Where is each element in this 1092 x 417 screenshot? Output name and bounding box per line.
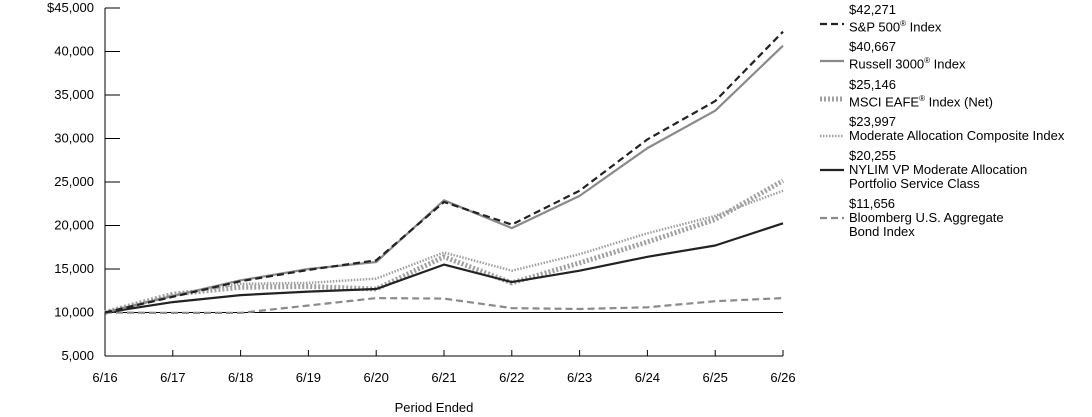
y-tick-label: $45,000 [47,0,94,15]
series-line-6 [104,297,784,314]
legend-swatch [820,22,844,26]
legend-value: $25,146 [849,76,896,92]
series-line-1 [104,30,784,314]
series-line-5 [104,222,784,314]
x-tick-label: 6/16 [92,370,117,385]
x-tick-label: 6/21 [431,370,456,385]
registered-mark: ® [900,19,906,28]
y-tick-label: 40,000 [54,44,94,59]
series-line-2 [104,44,784,314]
registered-mark: ® [924,56,931,66]
legend-swatch [820,96,844,102]
legend-item: $23,997 Moderate Allocation Composite Ind… [820,113,1092,143]
legend-swatch [820,134,844,138]
legend-swatch [820,168,844,172]
chart-legend: $42,271 S&P 500® Index $40,667 Russell 3000… [820,3,1092,245]
legend-item: $40,667 Russell 3000® Index [820,40,1092,71]
y-tick-label: 15,000 [54,261,94,276]
x-tick-label: 6/18 [228,370,253,385]
x-tick-label: 6/20 [364,370,389,385]
x-tick-label: 6/23 [567,370,592,385]
legend-item: $11,656 Bloomberg U.S. Aggregate Bond Inde… [820,195,1092,239]
legend-value: $20,255 [849,147,896,163]
legend-item: $20,255 NYLIM VP Moderate Allocation Portf… [820,147,1092,191]
x-tick-label: 6/17 [160,370,185,385]
legend-value: $40,667 [849,39,896,55]
y-tick-label: 25,000 [54,174,94,189]
chart-series [104,30,785,315]
chart-axes [104,7,784,357]
series-line-3 [104,178,785,315]
y-tick-label: 10,000 [54,305,94,320]
legend-swatch [820,216,844,220]
legend-label-suffix: Index [906,19,942,35]
legend-value: $42,271 [849,2,896,17]
legend-label-suffix: Index (Net) [924,93,993,109]
legend-item: $25,146 MSCI EAFE® Index (Net) [820,76,1092,109]
legend-label: Bond Index [849,223,915,239]
legend-value: $11,656 [849,195,896,211]
x-axis-title: Period Ended [395,400,474,415]
x-tick-label: 6/22 [499,370,524,385]
y-tick-label: 35,000 [54,87,94,102]
registered-mark: ® [919,93,925,103]
legend-label: Bloomberg U.S. Aggregate [849,209,1004,225]
x-tick-label: 6/26 [770,370,795,385]
legend-label: S&P 500® Index [849,19,942,35]
legend-label: MSCI EAFE® Index (Net) [849,93,993,109]
y-tick-label: 5,000 [61,348,94,363]
y-tick-label: 30,000 [54,131,94,146]
y-tick-label: 20,000 [54,218,94,233]
legend-label: Moderate Allocation Composite Index [849,127,1065,143]
x-tick-label: 6/24 [635,370,660,385]
legend-label: NYLIM VP Moderate Allocation [849,161,1028,177]
legend-label-suffix: Index [930,56,966,72]
legend-label: Russell 3000® Index [849,56,966,72]
legend-swatch [820,60,844,63]
legend-item: $42,271 S&P 500® Index [820,3,1092,34]
legend-label: Portfolio Service Class [849,175,980,191]
legend-value: $23,997 [849,113,896,129]
x-tick-label: 6/19 [296,370,321,385]
tick-labels: 5,000 10,000 15,000 20,000 25,000 30,000 35,00… [47,0,796,385]
x-tick-label: 6/25 [703,370,728,385]
